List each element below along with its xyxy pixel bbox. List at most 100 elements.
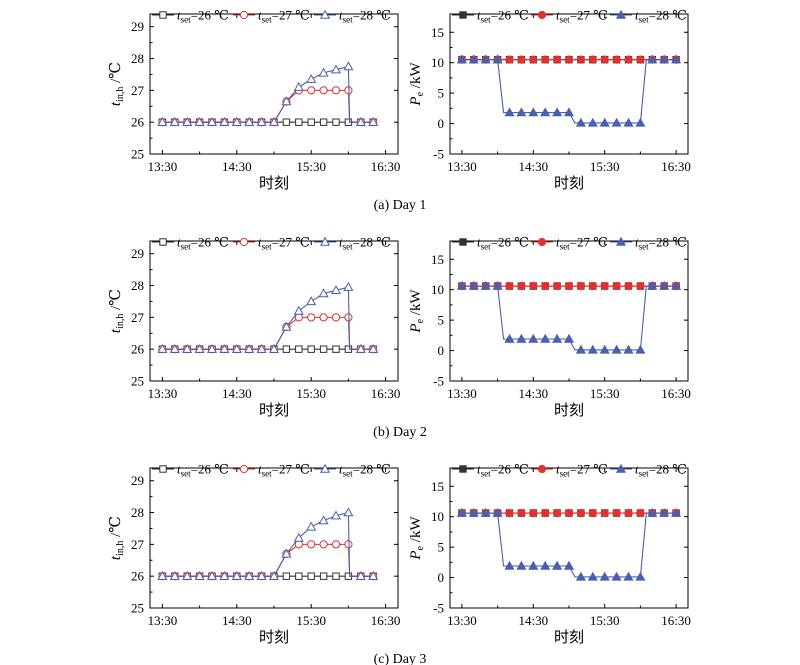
legend-label-sub: set xyxy=(481,242,491,252)
data-point-s28 xyxy=(563,107,575,117)
data-point-s28 xyxy=(552,107,563,117)
y-tick-label: 29 xyxy=(131,19,144,34)
y-axis-title-sub: e xyxy=(415,545,426,550)
data-point-s28 xyxy=(504,107,515,117)
axis-frame xyxy=(449,240,689,382)
y-tick-label: 25 xyxy=(131,147,144,162)
data-point-s28 xyxy=(169,343,180,353)
legend-label-sub: set xyxy=(262,242,272,252)
axis-frame xyxy=(149,13,399,155)
data-point-s28 xyxy=(611,117,622,127)
x-axis-title: 时刻 xyxy=(554,629,584,646)
data-point-s28 xyxy=(540,560,551,570)
y-tick-label: 25 xyxy=(131,601,144,616)
data-point-s28 xyxy=(169,570,180,580)
series-line-s28 xyxy=(461,285,677,351)
data-point-s26 xyxy=(319,118,328,126)
y-axis-title: tin,h /℃ xyxy=(108,289,126,333)
series-s28 xyxy=(157,507,379,580)
data-point-s28 xyxy=(468,280,479,290)
data-point-s28 xyxy=(671,54,682,64)
y-axis-title-main: P xyxy=(408,550,424,560)
y-axis-title-unit: /℃ xyxy=(108,62,124,87)
data-point-s28 xyxy=(552,333,563,343)
data-point-s27 xyxy=(624,281,633,291)
legend: tset=26 ℃ tset=27 ℃ tset=28 ℃ xyxy=(152,235,391,252)
data-point-s28 xyxy=(647,54,658,64)
legend-label: tset=27 ℃ xyxy=(556,462,608,479)
data-point-s28 xyxy=(318,515,329,525)
series-s28 xyxy=(157,281,379,353)
data-point-s26 xyxy=(332,572,340,580)
legend: tset=26 ℃ tset=27 ℃ tset=28 ℃ xyxy=(152,8,391,25)
y-tick-label: 28 xyxy=(131,505,144,520)
data-point-s28 xyxy=(182,343,193,353)
data-point-s28 xyxy=(244,116,255,126)
data-point-s27 xyxy=(517,55,526,64)
data-point-s28 xyxy=(504,560,515,570)
data-point-s27 xyxy=(612,508,621,518)
y-axis-title-main: t xyxy=(108,101,124,106)
data-point-s27 xyxy=(600,508,609,518)
x-tick-label: 14:30 xyxy=(518,159,548,174)
data-point-s28 xyxy=(268,116,280,126)
x-tick-label: 15:30 xyxy=(590,613,620,628)
data-point-s28 xyxy=(355,570,366,580)
data-point-s28 xyxy=(318,288,329,298)
data-point-s26 xyxy=(307,345,315,353)
legend-label-sub: set xyxy=(481,15,491,25)
data-point-s27 xyxy=(624,55,633,64)
data-point-s28 xyxy=(635,571,646,581)
y-tick-label: -5 xyxy=(433,601,444,616)
data-point-s28 xyxy=(468,507,479,517)
legend-label-text: =28 ℃ xyxy=(353,462,391,477)
legend-marker xyxy=(159,465,167,473)
data-point-s26 xyxy=(332,118,340,126)
data-point-s28 xyxy=(575,117,586,127)
legend-label-text: =28 ℃ xyxy=(649,8,687,23)
data-point-s28 xyxy=(281,321,292,331)
legend-label-text: =28 ℃ xyxy=(649,462,687,477)
x-tick-label: 13:30 xyxy=(148,386,178,401)
data-point-s26 xyxy=(282,118,291,126)
y-tick-label: -5 xyxy=(433,374,444,389)
x-tick-label: 15:30 xyxy=(296,613,326,628)
data-point-s28 xyxy=(306,521,317,531)
data-point-s28 xyxy=(623,571,634,581)
data-point-s28 xyxy=(647,507,658,517)
series-line-s28 xyxy=(162,65,374,123)
y-tick-label: 25 xyxy=(131,374,144,389)
data-point-s28 xyxy=(456,507,467,517)
data-point-s27 xyxy=(636,508,645,518)
series-line-s28 xyxy=(461,59,677,124)
legend-label-text: =26 ℃ xyxy=(491,8,529,23)
legend-label-sub: set xyxy=(262,469,272,479)
data-point-s27 xyxy=(553,508,562,518)
y-tick-label: 27 xyxy=(131,537,145,552)
legend-marker xyxy=(319,9,331,19)
data-point-s28 xyxy=(480,507,491,517)
data-point-s28 xyxy=(206,116,218,126)
data-point-s28 xyxy=(368,116,379,126)
legend-marker xyxy=(615,236,627,246)
data-point-s28 xyxy=(306,74,317,83)
y-tick-label: 5 xyxy=(438,313,445,328)
data-point-s28 xyxy=(330,285,342,295)
x-tick-label: 13:30 xyxy=(148,159,178,174)
legend-marker xyxy=(537,10,547,20)
data-point-s27 xyxy=(588,281,597,291)
data-point-s28 xyxy=(611,571,622,581)
data-point-s28 xyxy=(468,54,479,64)
data-point-s28 xyxy=(368,570,379,580)
x-tick-label: 14:30 xyxy=(222,386,252,401)
data-point-s28 xyxy=(635,117,646,127)
y-axis-title-sub: in,h xyxy=(115,314,126,329)
legend-marker xyxy=(537,464,547,474)
data-point-s27 xyxy=(541,281,550,291)
data-point-s28 xyxy=(671,507,682,517)
legend-label-sub: set xyxy=(343,242,353,252)
x-tick-label: 15:30 xyxy=(296,386,326,401)
axis-frame xyxy=(449,13,689,155)
legend-label-main: t xyxy=(339,235,343,250)
data-point-s28 xyxy=(623,117,634,127)
